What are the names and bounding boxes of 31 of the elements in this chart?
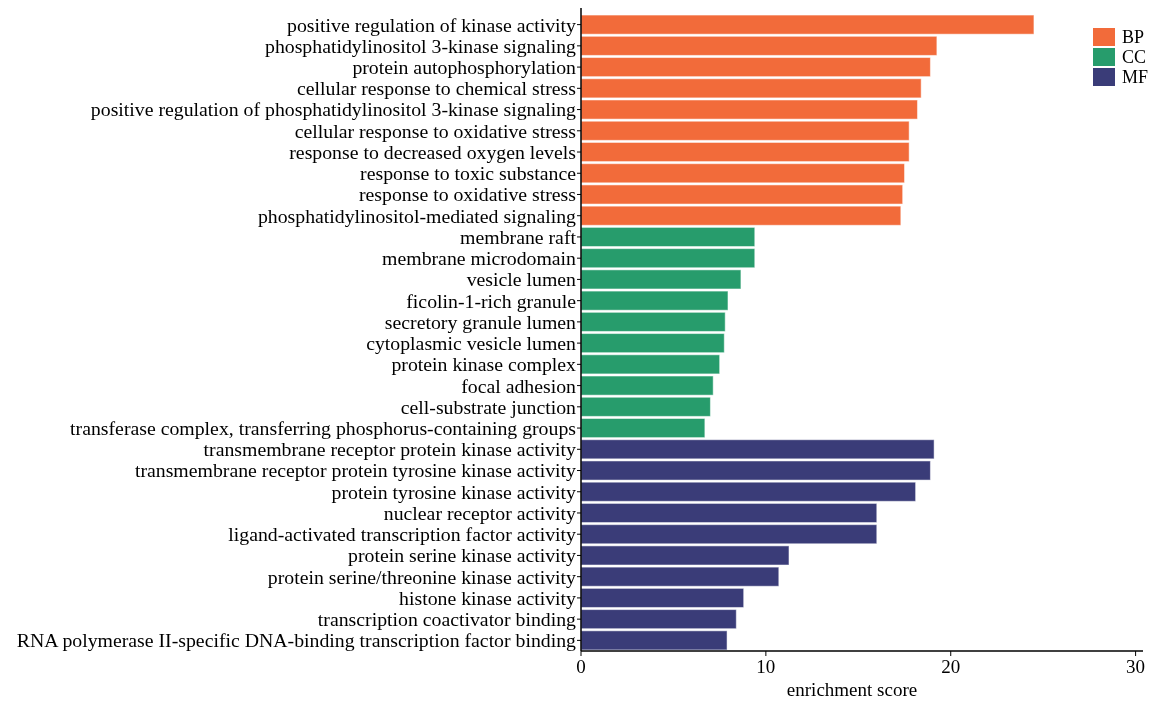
y-tick-label: response to toxic substance bbox=[360, 162, 577, 185]
x-tick-label: 20 bbox=[941, 656, 961, 677]
legend-label: MF bbox=[1122, 67, 1149, 88]
y-tick-label: vesicle lumen bbox=[466, 268, 577, 291]
legend-label: CC bbox=[1122, 47, 1147, 68]
y-tick-label: membrane microdomain bbox=[382, 247, 577, 270]
y-tick-label: cytoplasmic vesicle lumen bbox=[366, 332, 577, 355]
y-tick-label: transmembrane receptor protein kinase activity bbox=[203, 438, 577, 461]
y-tick-label: transcription coactivator binding bbox=[317, 608, 577, 631]
y-tick-label: RNA polymerase II-specific DNA-binding transcription factor binding bbox=[16, 629, 577, 652]
y-tick-label: cell-substrate junction bbox=[400, 395, 577, 418]
y-tick-label: protein serine kinase activity bbox=[348, 544, 577, 567]
y-tick-label: ligand-activated transcription factor activity bbox=[228, 523, 577, 546]
y-tick-label: protein tyrosine kinase activity bbox=[331, 480, 577, 503]
y-tick-label: protein autophosphorylation bbox=[352, 56, 577, 79]
x-tick-label: 0 bbox=[576, 656, 586, 677]
y-tick-label: ficolin-1-rich granule bbox=[406, 289, 577, 312]
y-tick-label: phosphatidylinositol-mediated signaling bbox=[257, 204, 577, 227]
y-tick-label: protein serine/threonine kinase activity bbox=[267, 565, 577, 588]
y-tick-label: cellular response to chemical stress bbox=[296, 77, 576, 100]
y-tick-label: focal adhesion bbox=[461, 374, 577, 397]
y-tick-label: positive regulation of kinase activity bbox=[287, 13, 577, 36]
legend-label: BP bbox=[1122, 27, 1145, 48]
y-tick-label: cellular response to oxidative stress bbox=[294, 119, 576, 142]
y-tick-label: protein kinase complex bbox=[391, 353, 577, 376]
x-axis-title: enrichment score bbox=[786, 679, 918, 700]
y-tick-label: positive regulation of phosphatidylinositol 3-kinase signaling bbox=[90, 98, 577, 121]
y-tick-label: response to oxidative stress bbox=[358, 183, 576, 206]
x-tick-label: 30 bbox=[1126, 656, 1146, 677]
x-tick-label: 10 bbox=[756, 656, 776, 677]
y-tick-label: transmembrane receptor protein tyrosine kinase activity bbox=[134, 459, 577, 482]
